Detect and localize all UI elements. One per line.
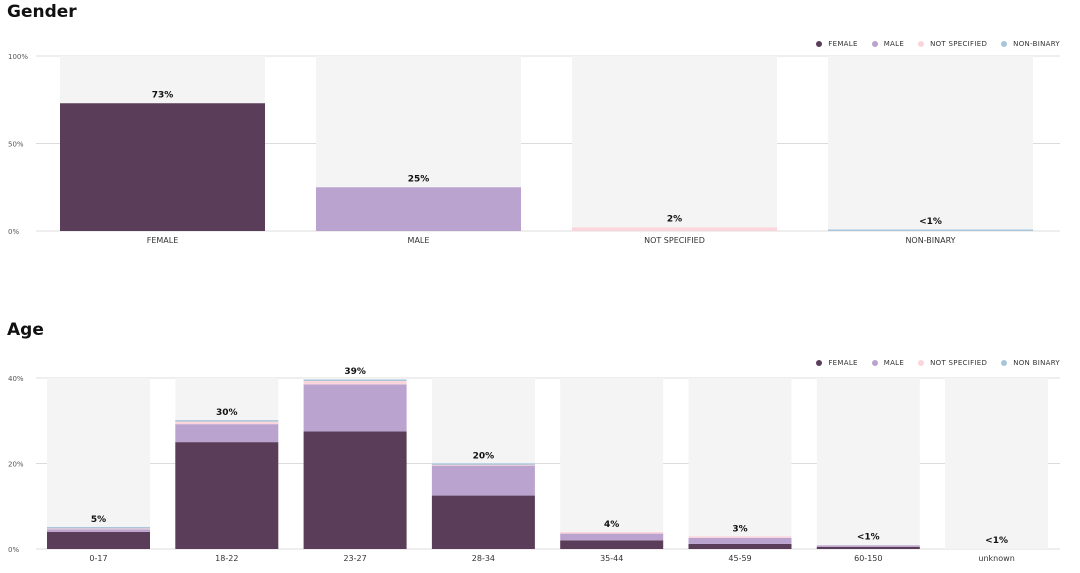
bar-segment-not-specified-23-27 (303, 380, 407, 385)
legend-item-male-age[interactable]: MALE (871, 359, 905, 367)
bar-segment-not-specified-18-22 (175, 421, 279, 425)
legend-swatch-male-age (871, 360, 878, 366)
legend-item-not-specified[interactable]: NOT SPECIFIED (918, 40, 987, 48)
data-label: 39% (344, 367, 366, 377)
data-label: 25% (408, 174, 430, 184)
bar-segment-male-18-22 (175, 424, 279, 443)
bar-segment-male-60-150 (816, 545, 920, 547)
bar-segment-female-18-22 (175, 442, 279, 549)
x-tick-label: NON-BINARY (905, 236, 955, 245)
bar-segment-male-23-27 (303, 384, 407, 432)
x-tick-label: 60-150 (854, 554, 882, 563)
data-label: <1% (985, 536, 1008, 546)
bar-track (572, 56, 777, 231)
legend-label-not-specified: NOT SPECIFIED (930, 40, 988, 48)
x-tick-label: 45-59 (728, 554, 751, 563)
bar-segment-not-specified-45-59 (688, 536, 792, 538)
legend-swatch-female-age (816, 360, 823, 366)
bar-segment-not-specified-28-34 (431, 464, 535, 466)
legend-label-male-age: MALE (883, 359, 905, 367)
legend-item-female-age[interactable]: FEMALE (816, 359, 857, 367)
legend-swatch-non-binary-age (1001, 360, 1008, 366)
data-label: 73% (152, 90, 174, 100)
gender-legend: FEMALE MALE NOT SPECIFIED NON-BINARY (816, 40, 1060, 48)
x-tick-label: NOT SPECIFIED (644, 236, 705, 245)
legend-item-non-binary[interactable]: NON-BINARY (1001, 40, 1060, 48)
legend-label-non-binary: NON-BINARY (1013, 40, 1060, 48)
legend-item-male[interactable]: MALE (871, 40, 905, 48)
bar-segment-female-60-150 (816, 546, 920, 549)
bar-segment-female-35-44 (560, 540, 664, 549)
bar-segment-not-specified-0-17 (47, 527, 150, 530)
gender-chart-title: Gender (7, 2, 77, 22)
x-tick-label: FEMALE (147, 236, 179, 245)
bar-segment-not-specified-35-44 (560, 532, 664, 534)
bar-track (688, 378, 792, 549)
data-label: <1% (919, 217, 942, 227)
bar-segment-non-binary-non-binary (828, 229, 1033, 231)
x-tick-label: 18-22 (215, 554, 238, 563)
bar-track (828, 56, 1033, 231)
bar-track (560, 378, 664, 549)
bar-segment-non-binary-23-27 (303, 379, 407, 381)
legend-label-female: FEMALE (828, 40, 858, 48)
legend-item-non-binary-age[interactable]: NON BINARY (1001, 359, 1060, 367)
legend-label-female-age: FEMALE (828, 359, 858, 367)
legend-swatch-not-specified (918, 41, 925, 47)
bar-segment-female-female (60, 103, 265, 231)
data-label: 30% (216, 408, 238, 418)
legend-label-non-binary-age: NON BINARY (1013, 359, 1060, 367)
bar-segment-non-binary-0-17 (47, 526, 150, 529)
bar-segment-male-0-17 (47, 529, 150, 532)
bar-track (816, 378, 920, 549)
y-tick-label: 20% (8, 461, 24, 469)
y-tick-label: 100% (8, 53, 28, 61)
x-tick-label: 28-34 (472, 554, 495, 563)
y-tick-label: 50% (8, 141, 24, 149)
bar-segment-non-binary-18-22 (175, 420, 279, 422)
y-tick-label: 0% (8, 546, 19, 554)
data-label: 5% (91, 515, 106, 525)
legend-swatch-non-binary (1001, 41, 1008, 47)
bar-segment-male-male (316, 187, 521, 231)
bar-segment-not-specified-not-specified (572, 227, 777, 231)
legend-item-not-specified-age[interactable]: NOT SPECIFIED (918, 359, 987, 367)
legend-label-male: MALE (883, 40, 905, 48)
data-label: 20% (473, 451, 495, 461)
bar-segment-male-35-44 (560, 533, 664, 541)
legend-label-not-specified-age: NOT SPECIFIED (930, 359, 988, 367)
bar-track (47, 378, 150, 549)
bar-segment-male-45-59 (688, 537, 792, 544)
data-label: <1% (857, 533, 880, 543)
legend-swatch-female (816, 41, 823, 47)
y-tick-label: 0% (8, 228, 19, 236)
gender-chart: 0% 50% 100% 73% FEMALE 25% MALE 2% NOT SPECIFIED… (8, 53, 1060, 245)
x-tick-label: 23-27 (343, 554, 366, 563)
legend-item-female[interactable]: FEMALE (816, 40, 857, 48)
bar-segment-female-45-59 (688, 543, 792, 549)
data-label: 3% (732, 524, 747, 534)
x-tick-label: 35-44 (600, 554, 623, 563)
bar-segment-non-binary-28-34 (431, 463, 535, 465)
age-legend: FEMALE MALE NOT SPECIFIED NON BINARY (816, 359, 1060, 367)
age-chart-title: Age (7, 320, 44, 340)
bar-segment-female-28-34 (431, 495, 535, 549)
legend-swatch-not-specified-age (918, 360, 925, 366)
x-tick-label: 0-17 (89, 554, 107, 563)
y-tick-label: 40% (8, 375, 24, 383)
data-label: 4% (604, 520, 619, 530)
x-tick-label: unknown (978, 554, 1014, 563)
data-label: 2% (667, 215, 682, 225)
x-tick-label: MALE (408, 236, 430, 245)
legend-swatch-male (871, 41, 878, 47)
bar-segment-male-28-34 (431, 465, 535, 496)
bar-track (945, 378, 1049, 549)
bar-segment-female-0-17 (47, 531, 150, 549)
bar-segment-female-23-27 (303, 431, 407, 549)
